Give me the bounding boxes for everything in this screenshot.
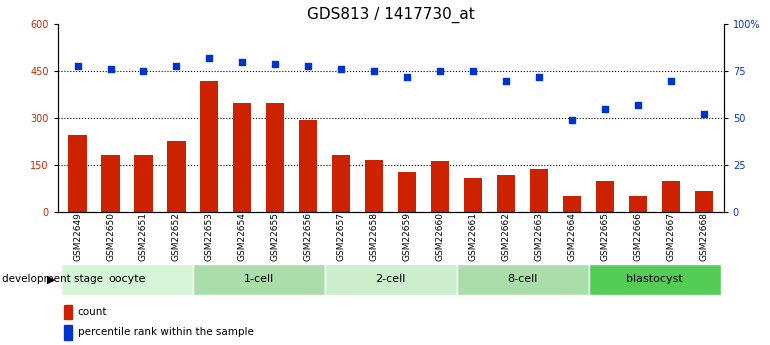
Bar	[629, 196, 647, 212]
Text: GSM22663: GSM22663	[534, 212, 544, 261]
Point	[368, 68, 380, 74]
Point	[72, 63, 84, 68]
Text: GSM22668: GSM22668	[699, 212, 708, 261]
Bar	[61, 264, 193, 295]
Bar	[464, 178, 482, 212]
Bar	[457, 264, 588, 295]
Bar	[325, 264, 457, 295]
Text: GSM22659: GSM22659	[403, 212, 412, 261]
Text: GSM22649: GSM22649	[73, 212, 82, 261]
Text: GSM22653: GSM22653	[205, 212, 214, 261]
Point	[665, 78, 677, 83]
Point	[401, 74, 413, 80]
Point	[632, 102, 644, 108]
Bar	[200, 80, 219, 212]
Text: GSM22657: GSM22657	[336, 212, 346, 261]
Bar	[596, 181, 614, 212]
Bar	[398, 172, 417, 212]
Point	[270, 61, 282, 66]
Point	[302, 63, 314, 68]
Text: GSM22661: GSM22661	[469, 212, 477, 261]
Bar	[431, 161, 450, 212]
Point	[599, 106, 611, 111]
Text: GSM22660: GSM22660	[436, 212, 445, 261]
Text: 2-cell: 2-cell	[376, 275, 406, 284]
Bar	[300, 120, 317, 212]
Point	[467, 68, 480, 74]
Text: GSM22650: GSM22650	[106, 212, 115, 261]
Text: 8-cell: 8-cell	[507, 275, 538, 284]
Bar	[193, 264, 325, 295]
Bar	[266, 103, 284, 212]
Point	[500, 78, 512, 83]
Text: GSM22655: GSM22655	[271, 212, 280, 261]
Point	[203, 55, 216, 61]
Text: GSM22652: GSM22652	[172, 212, 181, 261]
Text: ▶: ▶	[47, 275, 55, 284]
Text: GSM22664: GSM22664	[567, 212, 577, 261]
Title: GDS813 / 1417730_at: GDS813 / 1417730_at	[307, 7, 474, 23]
Text: blastocyst: blastocyst	[626, 275, 683, 284]
Point	[236, 59, 249, 65]
Text: GSM22651: GSM22651	[139, 212, 148, 261]
Point	[170, 63, 182, 68]
Point	[533, 74, 545, 80]
Bar	[365, 159, 383, 212]
Bar	[563, 196, 581, 212]
Text: oocyte: oocyte	[109, 275, 146, 284]
Text: GSM22656: GSM22656	[304, 212, 313, 261]
Text: GSM22665: GSM22665	[601, 212, 610, 261]
Bar	[588, 264, 721, 295]
Bar	[497, 175, 515, 212]
Point	[105, 67, 117, 72]
Point	[698, 112, 710, 117]
Text: GSM22667: GSM22667	[667, 212, 675, 261]
Text: count: count	[78, 307, 107, 317]
Point	[335, 67, 347, 72]
Bar	[695, 191, 713, 212]
Bar	[662, 181, 680, 212]
Bar	[167, 141, 186, 212]
Bar	[135, 155, 152, 212]
Bar	[233, 103, 252, 212]
Point	[137, 68, 149, 74]
Text: GSM22662: GSM22662	[502, 212, 511, 261]
Text: 1-cell: 1-cell	[244, 275, 274, 284]
Point	[566, 117, 578, 123]
Bar	[69, 135, 86, 212]
Text: GSM22666: GSM22666	[634, 212, 643, 261]
Bar	[65, 325, 72, 339]
Point	[434, 68, 447, 74]
Text: development stage: development stage	[2, 275, 102, 284]
Bar	[102, 155, 119, 212]
Text: GSM22658: GSM22658	[370, 212, 379, 261]
Bar	[332, 155, 350, 212]
Text: GSM22654: GSM22654	[238, 212, 247, 261]
Text: percentile rank within the sample: percentile rank within the sample	[78, 327, 253, 337]
Bar	[530, 169, 548, 212]
Bar	[65, 305, 72, 319]
